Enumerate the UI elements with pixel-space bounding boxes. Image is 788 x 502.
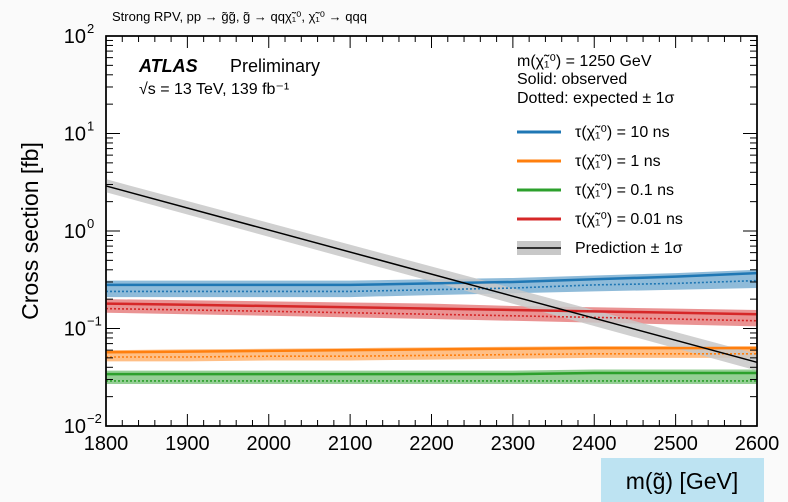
x-tick-label: 2000 [247, 433, 292, 455]
plot-frame [105, 35, 758, 427]
x-tick-label: 2200 [409, 433, 454, 455]
x-axis-label-highlight [601, 458, 764, 502]
legend-item-tau-0-1ns: τ(χ̃₁⁰) = 0.1 ns [517, 182, 674, 199]
x-tick-label: 2400 [572, 433, 617, 455]
legend-header-observed: Solid: observed [517, 71, 627, 88]
x-tick-label: 2600 [735, 433, 780, 455]
x-tick-label: 2500 [653, 433, 698, 455]
line-expected-tau-10ns [106, 279, 758, 293]
line-prediction [105, 185, 758, 364]
band-tau-0-1ns [106, 369, 757, 384]
legend-item-prediction: Prediction ± 1σ [517, 240, 683, 257]
y-tick-label: 10 [64, 416, 86, 438]
y-tick-label: 10 [64, 26, 86, 48]
x-tick-label: 1900 [165, 433, 210, 455]
process-header: Strong RPV, pp → g̃g̃, g̃ → qqχ̃₁⁰, χ̃₁⁰… [112, 9, 367, 24]
line-observed-tau-10ns [106, 271, 758, 287]
line-expected-tau-0-01ns [105, 307, 758, 322]
y-tick-exponent: 2 [87, 21, 94, 36]
y-tick-label: 10 [64, 319, 86, 341]
y-axis-title: Cross section [fb] [17, 142, 43, 320]
series-lines [105, 185, 758, 382]
energy-lumi-label: √s = 13 TeV, 139 fb⁻¹ [139, 81, 289, 98]
line-observed-tau-0-1ns [106, 371, 757, 376]
x-tick-label: 2100 [328, 433, 373, 455]
line-observed-tau-0-01ns [105, 302, 758, 316]
x-tick-label: 1800 [84, 433, 129, 455]
y-tick-label: 10 [64, 221, 86, 243]
y-tick-exponent: 1 [87, 119, 94, 134]
legend-label-tau-0-01ns: τ(χ̃₁⁰) = 0.01 ns [575, 211, 683, 228]
legend-label-prediction: Prediction ± 1σ [575, 240, 683, 257]
x-tick-label: 2300 [491, 433, 536, 455]
legend-item-tau-10ns: τ(χ̃₁⁰) = 10 ns [517, 124, 670, 141]
y-tick-label: 10 [64, 124, 86, 146]
legend-label-tau-1ns: τ(χ̃₁⁰) = 1 ns [575, 153, 661, 170]
legend-item-tau-0-01ns: τ(χ̃₁⁰) = 0.01 ns [517, 211, 683, 228]
x-axis-title: m(g̃) [GeV] [626, 468, 738, 494]
line-expected-tau-1ns [106, 353, 757, 358]
legend-item-tau-1ns: τ(χ̃₁⁰) = 1 ns [517, 153, 661, 170]
legend-header-mass: m(χ̃₁⁰) = 1250 GeV [517, 53, 652, 70]
legend-label-tau-0-1ns: τ(χ̃₁⁰) = 0.1 ns [575, 182, 674, 199]
legend-label-tau-10ns: τ(χ̃₁⁰) = 10 ns [575, 124, 670, 141]
atlas-status: Preliminary [230, 56, 320, 76]
legend-header-expected: Dotted: expected ± 1σ [517, 90, 675, 107]
y-tick-exponent: 0 [87, 216, 94, 231]
legend: τ(χ̃₁⁰) = 10 ns τ(χ̃₁⁰) = 1 ns τ(χ̃₁⁰) =… [517, 124, 683, 257]
y-tick-exponent: −2 [87, 411, 102, 426]
y-tick-exponent: −1 [87, 314, 102, 329]
line-observed-tau-1ns [105, 346, 757, 354]
atlas-label: ATLAS [138, 56, 198, 76]
